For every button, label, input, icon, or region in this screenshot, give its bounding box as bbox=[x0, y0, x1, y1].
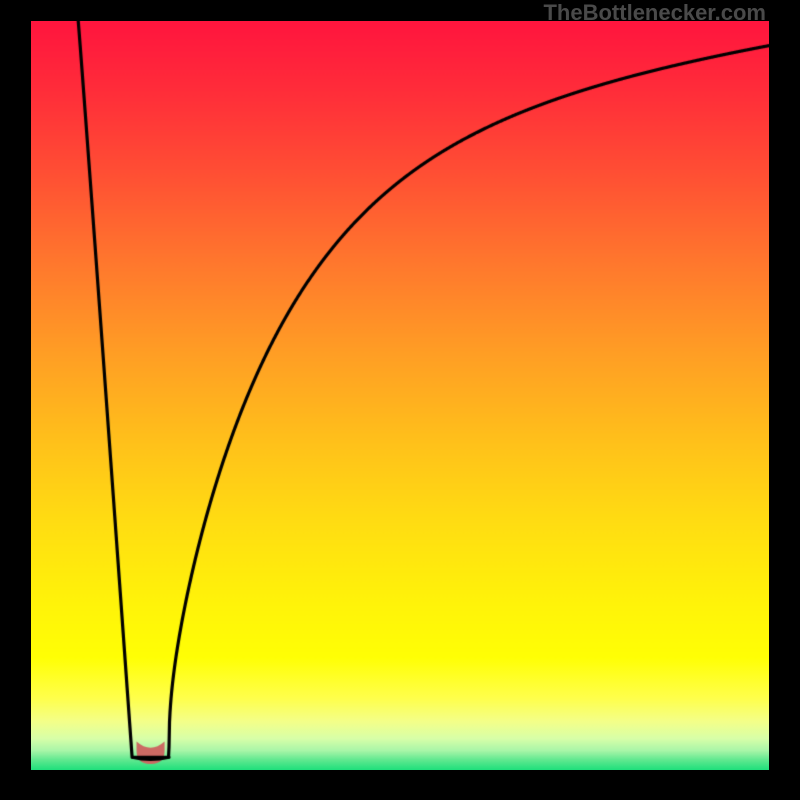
bottleneck-curve-chart bbox=[31, 21, 769, 770]
frame-border-bottom bbox=[0, 770, 800, 800]
frame-border-right bbox=[769, 0, 800, 800]
watermark-text: TheBottlenecker.com bbox=[543, 0, 766, 26]
frame-border-left bbox=[0, 0, 31, 800]
